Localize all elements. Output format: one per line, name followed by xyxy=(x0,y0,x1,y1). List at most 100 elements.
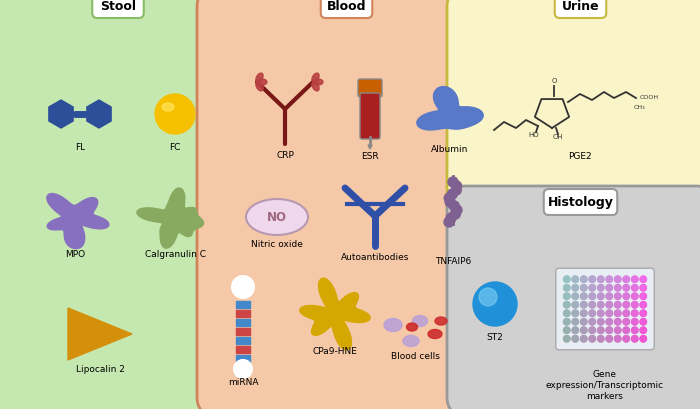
Polygon shape xyxy=(137,189,204,249)
Circle shape xyxy=(615,302,621,308)
Circle shape xyxy=(564,302,570,308)
Circle shape xyxy=(640,293,646,300)
Circle shape xyxy=(598,336,604,342)
Ellipse shape xyxy=(246,200,308,236)
Circle shape xyxy=(572,302,578,308)
Circle shape xyxy=(564,319,570,325)
Circle shape xyxy=(606,302,612,308)
Circle shape xyxy=(598,327,604,334)
Circle shape xyxy=(598,302,604,308)
Circle shape xyxy=(606,293,612,300)
Circle shape xyxy=(631,293,638,300)
Circle shape xyxy=(640,302,646,308)
Circle shape xyxy=(444,193,454,204)
Text: CPa9-HNE: CPa9-HNE xyxy=(313,346,358,355)
Circle shape xyxy=(606,327,612,334)
Circle shape xyxy=(564,285,570,291)
Ellipse shape xyxy=(257,80,267,86)
FancyBboxPatch shape xyxy=(447,0,700,216)
Circle shape xyxy=(615,276,621,283)
Circle shape xyxy=(615,285,621,291)
FancyBboxPatch shape xyxy=(358,80,382,98)
Ellipse shape xyxy=(435,317,447,325)
Ellipse shape xyxy=(256,83,263,92)
Circle shape xyxy=(446,213,456,223)
Circle shape xyxy=(589,310,596,317)
Circle shape xyxy=(606,336,612,342)
Text: COOH: COOH xyxy=(640,95,659,100)
Circle shape xyxy=(589,336,596,342)
Circle shape xyxy=(631,276,638,283)
Circle shape xyxy=(598,310,604,317)
Circle shape xyxy=(631,336,638,342)
Circle shape xyxy=(623,319,629,325)
Circle shape xyxy=(623,319,629,325)
Circle shape xyxy=(606,302,612,308)
Circle shape xyxy=(580,319,587,325)
Circle shape xyxy=(623,285,629,291)
Circle shape xyxy=(615,327,621,334)
Circle shape xyxy=(606,319,612,325)
Ellipse shape xyxy=(412,316,428,327)
Circle shape xyxy=(606,319,612,325)
Circle shape xyxy=(572,310,578,317)
Circle shape xyxy=(572,285,578,291)
Circle shape xyxy=(580,319,587,325)
Text: Histology: Histology xyxy=(547,196,613,209)
Circle shape xyxy=(589,302,596,308)
Text: NO: NO xyxy=(267,211,287,224)
Circle shape xyxy=(448,178,458,188)
Circle shape xyxy=(640,285,646,291)
Polygon shape xyxy=(300,279,370,350)
Polygon shape xyxy=(47,194,108,249)
Text: CH₃: CH₃ xyxy=(634,105,645,110)
Circle shape xyxy=(572,336,578,342)
Circle shape xyxy=(615,336,621,342)
Circle shape xyxy=(623,327,629,334)
FancyBboxPatch shape xyxy=(321,0,372,19)
Circle shape xyxy=(580,310,587,317)
Text: Nitric oxide: Nitric oxide xyxy=(251,239,303,248)
FancyBboxPatch shape xyxy=(197,0,496,409)
Circle shape xyxy=(631,285,638,291)
Circle shape xyxy=(589,319,596,325)
Circle shape xyxy=(631,310,638,317)
Circle shape xyxy=(623,293,629,300)
Text: ESR: ESR xyxy=(361,152,379,161)
FancyBboxPatch shape xyxy=(544,189,617,216)
Ellipse shape xyxy=(403,336,419,347)
Circle shape xyxy=(623,302,629,308)
Ellipse shape xyxy=(428,330,442,339)
Polygon shape xyxy=(368,146,372,150)
Circle shape xyxy=(580,310,587,317)
Circle shape xyxy=(606,285,612,291)
Circle shape xyxy=(606,310,612,317)
Circle shape xyxy=(640,336,646,342)
Text: Lipocalin 2: Lipocalin 2 xyxy=(76,364,125,373)
Text: ST2: ST2 xyxy=(486,332,503,341)
Text: Gene
expression/Transcriptomic
markers: Gene expression/Transcriptomic markers xyxy=(546,369,664,400)
Circle shape xyxy=(640,302,646,308)
Circle shape xyxy=(580,276,587,283)
Circle shape xyxy=(580,302,587,308)
Circle shape xyxy=(640,319,646,325)
Text: CRP: CRP xyxy=(276,151,294,160)
Polygon shape xyxy=(49,101,73,129)
FancyBboxPatch shape xyxy=(92,0,144,19)
Circle shape xyxy=(615,319,621,325)
Circle shape xyxy=(631,310,638,317)
Ellipse shape xyxy=(312,83,319,92)
Circle shape xyxy=(640,310,646,317)
Circle shape xyxy=(631,276,638,283)
Text: OH: OH xyxy=(553,134,564,139)
Circle shape xyxy=(598,319,604,325)
Circle shape xyxy=(606,276,612,283)
FancyBboxPatch shape xyxy=(447,187,700,409)
Circle shape xyxy=(564,276,570,283)
Circle shape xyxy=(589,276,596,283)
Circle shape xyxy=(631,293,638,300)
Circle shape xyxy=(580,336,587,342)
Circle shape xyxy=(640,293,646,300)
Circle shape xyxy=(452,205,462,216)
Circle shape xyxy=(640,276,646,283)
